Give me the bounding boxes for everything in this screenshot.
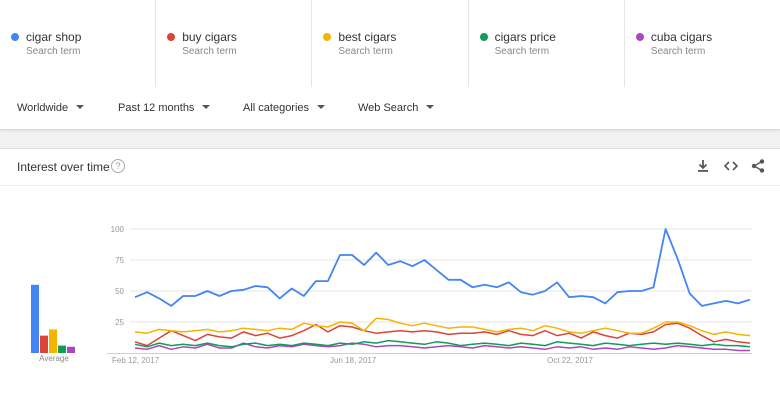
series-color-dot [167, 33, 176, 41]
time-range-dropdown[interactable]: Past 12 months [118, 102, 211, 114]
y-tick-label: 75 [115, 256, 124, 265]
search-term-cigar-shop[interactable]: cigar shop Search term [0, 0, 157, 87]
interest-over-time-card: Interest over time ? Average 100 75 50 25 [0, 148, 780, 410]
series-line [134, 228, 751, 307]
search-term-label: buy cigars [182, 30, 237, 44]
caret-down-icon [202, 105, 211, 109]
caret-down-icon [317, 105, 326, 109]
search-term-best-cigars[interactable]: best cigars Search term [312, 0, 469, 87]
caret-down-icon [426, 105, 435, 109]
caret-down-icon [76, 105, 85, 109]
series-color-dot [11, 33, 19, 41]
x-tick-label: Oct 22, 2017 [547, 356, 593, 365]
category-dropdown[interactable]: All categories [243, 102, 326, 114]
series-line [134, 339, 751, 348]
y-tick-label: 25 [115, 318, 124, 327]
search-term-type: Search term [650, 46, 706, 57]
x-axis-labels: Feb 12, 2017 Jun 18, 2017 Oct 22, 2017 [112, 356, 593, 365]
filters-bar: Worldwide Past 12 months All categories … [0, 87, 780, 130]
y-tick-label: 50 [115, 287, 124, 296]
region-dropdown[interactable]: Worldwide [17, 102, 85, 114]
x-tick-label: Feb 12, 2017 [112, 356, 160, 365]
search-term-type: Search term [494, 46, 550, 57]
chart-series-lines [134, 228, 751, 352]
average-bar [67, 346, 75, 353]
search-type-value: Web Search [358, 102, 419, 114]
average-bar [49, 329, 57, 353]
search-term-label: cigars price [494, 30, 556, 44]
help-circle-icon[interactable]: ? [111, 159, 125, 173]
search-term-type: Search term [182, 46, 237, 57]
embed-code-icon[interactable] [723, 158, 739, 174]
y-tick-label: 100 [111, 225, 125, 234]
series-color-dot [323, 33, 332, 41]
average-bar [58, 345, 66, 353]
average-label: Average [39, 354, 69, 363]
series-line [134, 322, 751, 347]
chart-gridlines: 100 75 50 25 [107, 225, 752, 354]
interest-over-time-chart[interactable]: Average 100 75 50 25 Feb 12, 2017 Jun 18, 20… [0, 185, 780, 410]
time-range-value: Past 12 months [118, 102, 195, 114]
series-color-dot [635, 33, 644, 41]
card-title: Interest over time [17, 160, 110, 174]
search-term-label: cuba cigars [650, 30, 713, 44]
search-term-type: Search term [26, 46, 81, 57]
category-value: All categories [243, 102, 310, 114]
search-terms-bar: cigar shop Search term buy cigars Search… [0, 0, 780, 88]
download-icon[interactable] [695, 158, 711, 174]
x-tick-label: Jun 18, 2017 [330, 356, 377, 365]
card-header: Interest over time ? [0, 149, 780, 186]
search-term-type: Search term [338, 46, 393, 57]
search-type-dropdown[interactable]: Web Search [358, 102, 435, 114]
average-bars [31, 284, 75, 353]
search-term-buy-cigars[interactable]: buy cigars Search term [156, 0, 313, 87]
series-line [134, 317, 751, 337]
series-color-dot [479, 33, 488, 41]
search-term-label: cigar shop [26, 30, 82, 44]
search-term-cuba-cigars[interactable]: cuba cigars Search term [625, 0, 780, 87]
average-bar [31, 284, 39, 353]
region-value: Worldwide [17, 102, 69, 114]
average-bar [40, 335, 48, 353]
search-term-cigars-price[interactable]: cigars price Search term [469, 0, 625, 87]
search-term-label: best cigars [338, 30, 397, 44]
share-icon[interactable] [750, 158, 766, 174]
